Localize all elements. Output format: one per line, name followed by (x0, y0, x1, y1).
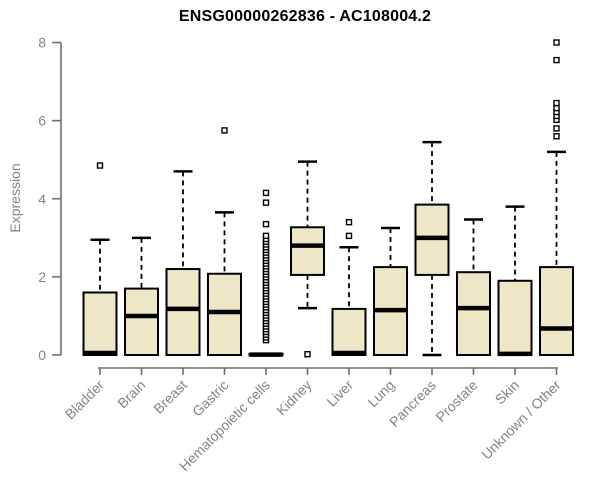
box-group-lung (373, 226, 408, 356)
y-tick-label: 6 (38, 113, 46, 129)
outlier-point (553, 56, 560, 64)
outlier-point (262, 199, 270, 206)
iqr-box (290, 226, 325, 276)
outlier-point (553, 99, 560, 107)
y-tick-label: 0 (38, 347, 46, 363)
box-group-bladder (82, 162, 118, 356)
iqr-box (124, 287, 159, 356)
outlier-point (304, 351, 311, 358)
x-category-label: Prostate (432, 377, 480, 425)
iqr-box (165, 268, 201, 356)
x-category-label: Lung (364, 377, 397, 410)
box-group-prostate (456, 218, 491, 356)
x-category-label: Bladder (62, 377, 108, 423)
x-category-label: Kidney (273, 377, 315, 419)
x-category-label: Unknown / Other (478, 377, 564, 463)
outlier-point (553, 133, 560, 140)
x-category-label: Breast (150, 377, 190, 417)
outlier-point (262, 232, 270, 240)
box-group-pancreas (414, 140, 450, 357)
chart-title: ENSG00000262836 - AC108004.2 (178, 8, 432, 25)
outlier-point (345, 218, 353, 226)
iqr-box (207, 272, 242, 356)
box-group-liver (331, 218, 367, 356)
iqr-box (331, 307, 367, 356)
box-group-gastric (207, 127, 242, 356)
box-group-skin (497, 205, 533, 357)
y-tick-label: 8 (38, 35, 46, 51)
box-group-breast (165, 170, 201, 356)
iqr-box (539, 266, 574, 356)
y-tick-label: 2 (38, 269, 46, 285)
x-category-label: Liver (323, 377, 356, 410)
outlier-point (96, 162, 104, 169)
outlier-point (262, 220, 270, 228)
outlier-point (262, 189, 270, 197)
x-category-label: Skin (492, 377, 523, 408)
x-category-label: Brain (114, 377, 148, 411)
y-tick-label: 4 (38, 191, 46, 207)
box-group-brain (124, 236, 159, 356)
outlier-point (553, 39, 560, 46)
outlier-point (221, 127, 228, 134)
box-group-hematopoietic-cells (248, 189, 284, 357)
iqr-box (82, 291, 118, 356)
outlier-point (553, 125, 560, 132)
outlier-point (553, 104, 560, 112)
box-group-kidney (290, 160, 325, 358)
outlier-point (345, 232, 353, 240)
box-group-unknown-other (539, 39, 574, 356)
iqr-box (497, 279, 533, 356)
iqr-box (456, 271, 491, 356)
